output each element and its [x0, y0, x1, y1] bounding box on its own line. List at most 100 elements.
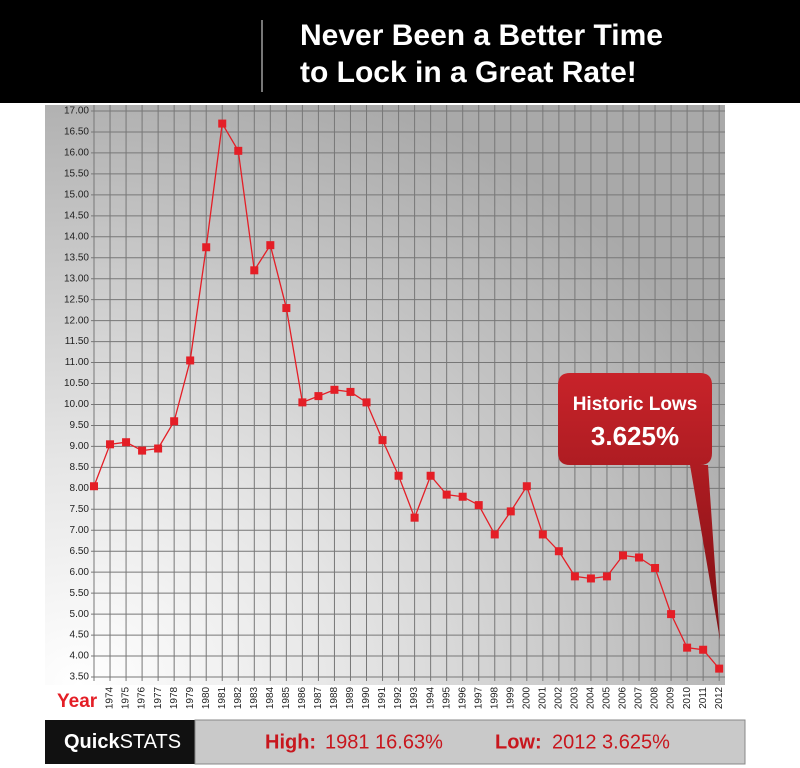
x-tick-label: 1980 [201, 686, 212, 709]
x-tick-label: 2003 [570, 686, 581, 709]
point [282, 304, 291, 313]
y-tick-label: 4.00 [70, 651, 90, 662]
point [298, 398, 307, 407]
x-tick-label: 2008 [650, 686, 661, 709]
point [90, 482, 98, 491]
x-tick-label: 1995 [441, 686, 452, 709]
x-tick-label: 2007 [634, 686, 645, 709]
x-tick-label: 1993 [409, 686, 420, 709]
x-tick-label: 1985 [281, 686, 292, 709]
x-tick-label: 2010 [682, 686, 693, 709]
x-tick-label: 1997 [473, 686, 484, 709]
y-tick-label: 12.00 [64, 315, 89, 326]
x-tick-label: 1975 [121, 686, 132, 709]
y-tick-label: 10.50 [64, 378, 89, 389]
point [683, 643, 692, 652]
y-tick-label: 8.50 [70, 462, 90, 473]
point [554, 547, 563, 556]
x-axis-label: Year [57, 691, 98, 712]
point [314, 392, 323, 401]
point [490, 530, 499, 539]
y-tick-label: 13.50 [64, 252, 89, 263]
point [570, 572, 579, 581]
x-tick-label: 2002 [554, 686, 565, 709]
y-tick-label: 16.00 [64, 148, 89, 159]
y-tick-label: 5.00 [70, 609, 90, 620]
point [362, 398, 371, 407]
x-tick-label: 2004 [586, 686, 597, 709]
point [154, 444, 163, 453]
y-tick-label: 7.50 [70, 504, 90, 515]
y-tick-label: 15.50 [64, 169, 89, 180]
plot: 3.50 4.00 4.50 5.00 5.50 6.00 6.50 7.00 7.50 8.00… [64, 105, 725, 709]
y-tick-label: 5.50 [70, 588, 90, 599]
title-line: Never Been a Better Time [300, 19, 663, 52]
x-tick-label: 2005 [602, 686, 613, 709]
point [602, 572, 611, 581]
x-tick-label: 1984 [265, 686, 276, 709]
point [715, 664, 724, 673]
point [186, 356, 195, 365]
x-tick-label: 1990 [361, 686, 372, 709]
point [170, 417, 179, 426]
x-tick-label: 1987 [313, 686, 324, 709]
point [586, 574, 595, 583]
x-tick-label: 1994 [425, 686, 436, 709]
x-tick-label: 2011 [698, 687, 709, 709]
point [378, 436, 387, 445]
point [330, 385, 339, 394]
point [410, 513, 419, 522]
y-tick-label: 12.50 [64, 294, 89, 305]
x-tick-label: 2009 [666, 686, 677, 709]
y-tick-label: 14.00 [64, 231, 89, 242]
stats-brand-box [45, 720, 195, 764]
point [667, 610, 676, 619]
point [234, 146, 243, 155]
annotation-label: Historic Lows [573, 394, 698, 415]
y-tick-label: 11.00 [65, 357, 90, 368]
x-tick-label: 1977 [153, 686, 164, 709]
stats-brand-rest: STATS [120, 731, 181, 753]
y-tick-label: 8.00 [70, 483, 90, 494]
y-tick-label: 13.00 [64, 273, 89, 284]
x-tick-label: 1992 [393, 686, 404, 709]
y-tick-label: 17.00 [64, 106, 89, 117]
point [442, 490, 451, 499]
y-tick-label: 14.50 [64, 210, 89, 221]
point [218, 119, 227, 128]
y-tick-label: 16.50 [64, 127, 89, 138]
stats-low: 2012 3.625% [552, 731, 670, 753]
point [426, 471, 435, 480]
point [522, 482, 531, 491]
y-tick-label: 10.00 [64, 399, 89, 410]
x-tick-label: 1999 [505, 686, 516, 709]
point [138, 446, 147, 455]
stats-low-label: Low: [495, 731, 542, 753]
y-tick-label: 9.00 [70, 441, 90, 452]
point [122, 438, 131, 447]
x-tick-label: 1982 [233, 686, 244, 709]
y-tick-label: 4.50 [70, 630, 90, 641]
y-tick-label: 6.00 [70, 567, 90, 578]
x-tick-label: 1979 [185, 686, 196, 709]
x-tick-label: 2000 [521, 686, 532, 709]
y-tick-label: 11.50 [65, 336, 90, 347]
series-line [93, 121, 720, 670]
x-tick-label: 1989 [345, 686, 356, 709]
point [699, 645, 708, 654]
x-tick-label: 2001 [537, 686, 548, 709]
point [635, 553, 644, 562]
point [266, 241, 275, 250]
stats-brand-bold: Quick [64, 731, 120, 753]
point [474, 501, 483, 510]
stats-high-label: High: [265, 731, 316, 753]
x-tick-label: 1991 [377, 686, 388, 709]
x-tick-label: 1981 [217, 686, 228, 709]
point [458, 492, 467, 501]
x-tick-label: 1998 [489, 686, 500, 709]
x-tick-label: 2006 [618, 686, 629, 709]
callout [558, 373, 720, 640]
point [394, 471, 403, 480]
